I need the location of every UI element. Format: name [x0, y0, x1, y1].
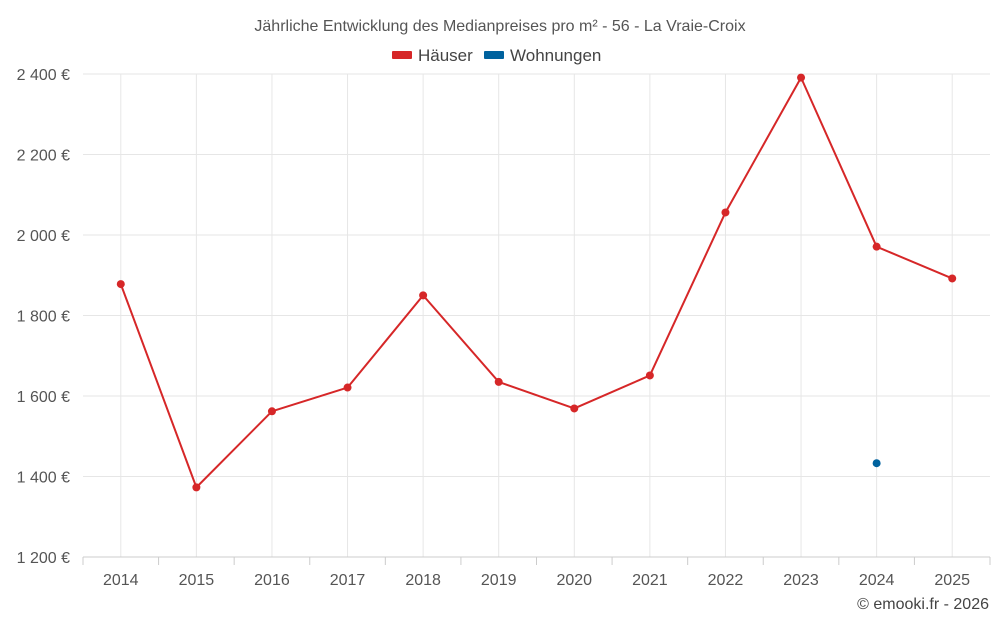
x-tick-label: 2021 [632, 572, 668, 589]
legend-label-wohnungen[interactable]: Wohnungen [510, 46, 601, 65]
legend-swatch-wohnungen[interactable] [484, 51, 504, 59]
data-point[interactable] [116, 280, 125, 289]
series-line-0 [119, 76, 953, 489]
data-point[interactable] [267, 407, 276, 416]
data-point[interactable] [948, 274, 957, 283]
y-tick-label: 1 200 € [17, 550, 70, 567]
x-tick-label: 2025 [934, 572, 970, 589]
y-tick-label: 1 400 € [17, 470, 70, 487]
data-point[interactable] [419, 291, 428, 300]
x-tick-label: 2016 [254, 572, 290, 589]
data-point[interactable] [343, 383, 352, 392]
x-tick-label: 2022 [708, 572, 744, 589]
legend-label-haeuser[interactable]: Häuser [418, 46, 473, 65]
data-point[interactable] [872, 242, 881, 251]
data-point[interactable] [570, 404, 579, 413]
x-tick-label: 2014 [103, 572, 139, 589]
credit-text: © emooki.fr - 2026 [857, 596, 989, 613]
x-tick-label: 2023 [783, 572, 819, 589]
data-point[interactable] [192, 483, 201, 492]
legend: Häuser Wohnungen [392, 46, 601, 65]
x-tick-label: 2018 [405, 572, 441, 589]
y-tick-label: 1 800 € [17, 309, 70, 326]
x-tick-label: 2015 [179, 572, 215, 589]
y-tick-label: 1 600 € [17, 389, 70, 406]
data-point[interactable] [494, 377, 503, 386]
y-tick-label: 2 200 € [17, 148, 70, 165]
x-axis: 2014 2015 2016 2017 2018 2019 2020 2021 2022 2023… [82, 556, 991, 589]
data-point[interactable] [721, 208, 730, 217]
x-tick-label: 2020 [556, 572, 592, 589]
data-point[interactable] [797, 73, 806, 82]
data-point[interactable] [872, 459, 881, 468]
x-tick-label: 2017 [330, 572, 366, 589]
data-point[interactable] [645, 371, 654, 380]
y-tick-label: 2 400 € [17, 67, 70, 84]
chart-title: Jährliche Entwicklung des Medianpreises … [254, 18, 745, 35]
y-axis: 1 200 € 1 400 € 1 600 € 1 800 € 2 000 € 2 200… [17, 67, 70, 567]
x-tick-label: 2024 [859, 572, 895, 589]
series [116, 73, 957, 492]
grid [83, 73, 990, 557]
legend-swatch-haeuser[interactable] [392, 51, 412, 59]
x-tick-label: 2019 [481, 572, 517, 589]
y-tick-label: 2 000 € [17, 228, 70, 245]
